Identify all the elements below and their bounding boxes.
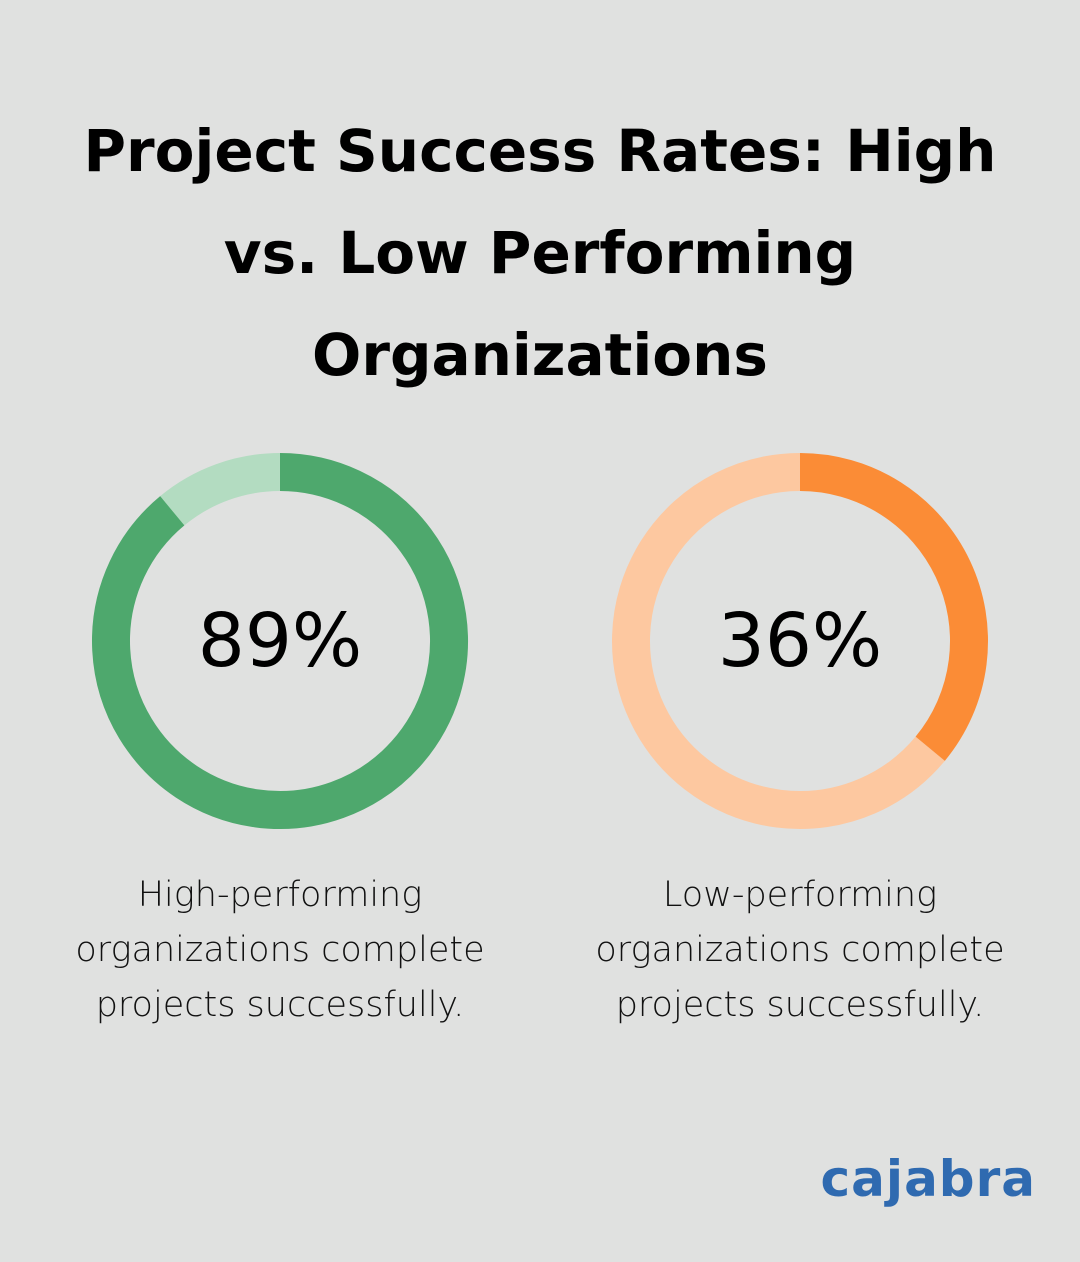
- title: Project Success Rates: High vs. Low Perf…: [83, 117, 997, 389]
- donut-track: [612, 453, 945, 829]
- donut-arc: [92, 453, 468, 829]
- caption: Low-performing organizations complete pr…: [595, 875, 1005, 1025]
- donut-arc: [799, 453, 988, 761]
- value-label: 89%: [198, 598, 362, 684]
- brand-logo: cajabra: [820, 1150, 1036, 1208]
- caption: High-performing organizations complete p…: [75, 875, 485, 1025]
- donut-track: [160, 453, 281, 526]
- value-label: 36%: [718, 598, 882, 684]
